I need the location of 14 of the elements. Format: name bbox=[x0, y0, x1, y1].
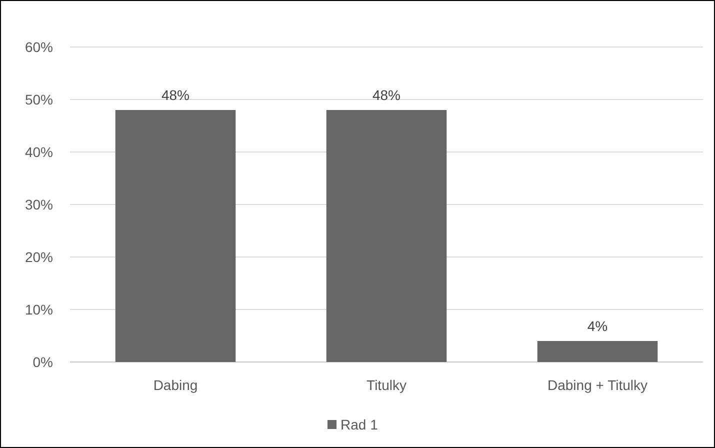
data-label: 48% bbox=[372, 87, 401, 103]
data-label: 4% bbox=[587, 318, 608, 334]
x-tick-label: Dabing + Titulky bbox=[548, 377, 648, 393]
legend-label: Rad 1 bbox=[340, 416, 378, 432]
y-tick-label: 50% bbox=[24, 91, 53, 108]
y-tick-label: 20% bbox=[24, 248, 53, 265]
y-tick-label: 60% bbox=[24, 38, 53, 55]
data-label: 48% bbox=[161, 87, 190, 103]
y-tick-label: 10% bbox=[24, 301, 53, 318]
y-tick-label: 30% bbox=[24, 196, 53, 212]
x-tick-label: Titulky bbox=[366, 377, 406, 393]
x-tick-label: Dabing bbox=[153, 377, 198, 393]
y-tick-label: 40% bbox=[24, 144, 53, 160]
y-tick-label: 0% bbox=[32, 354, 53, 370]
